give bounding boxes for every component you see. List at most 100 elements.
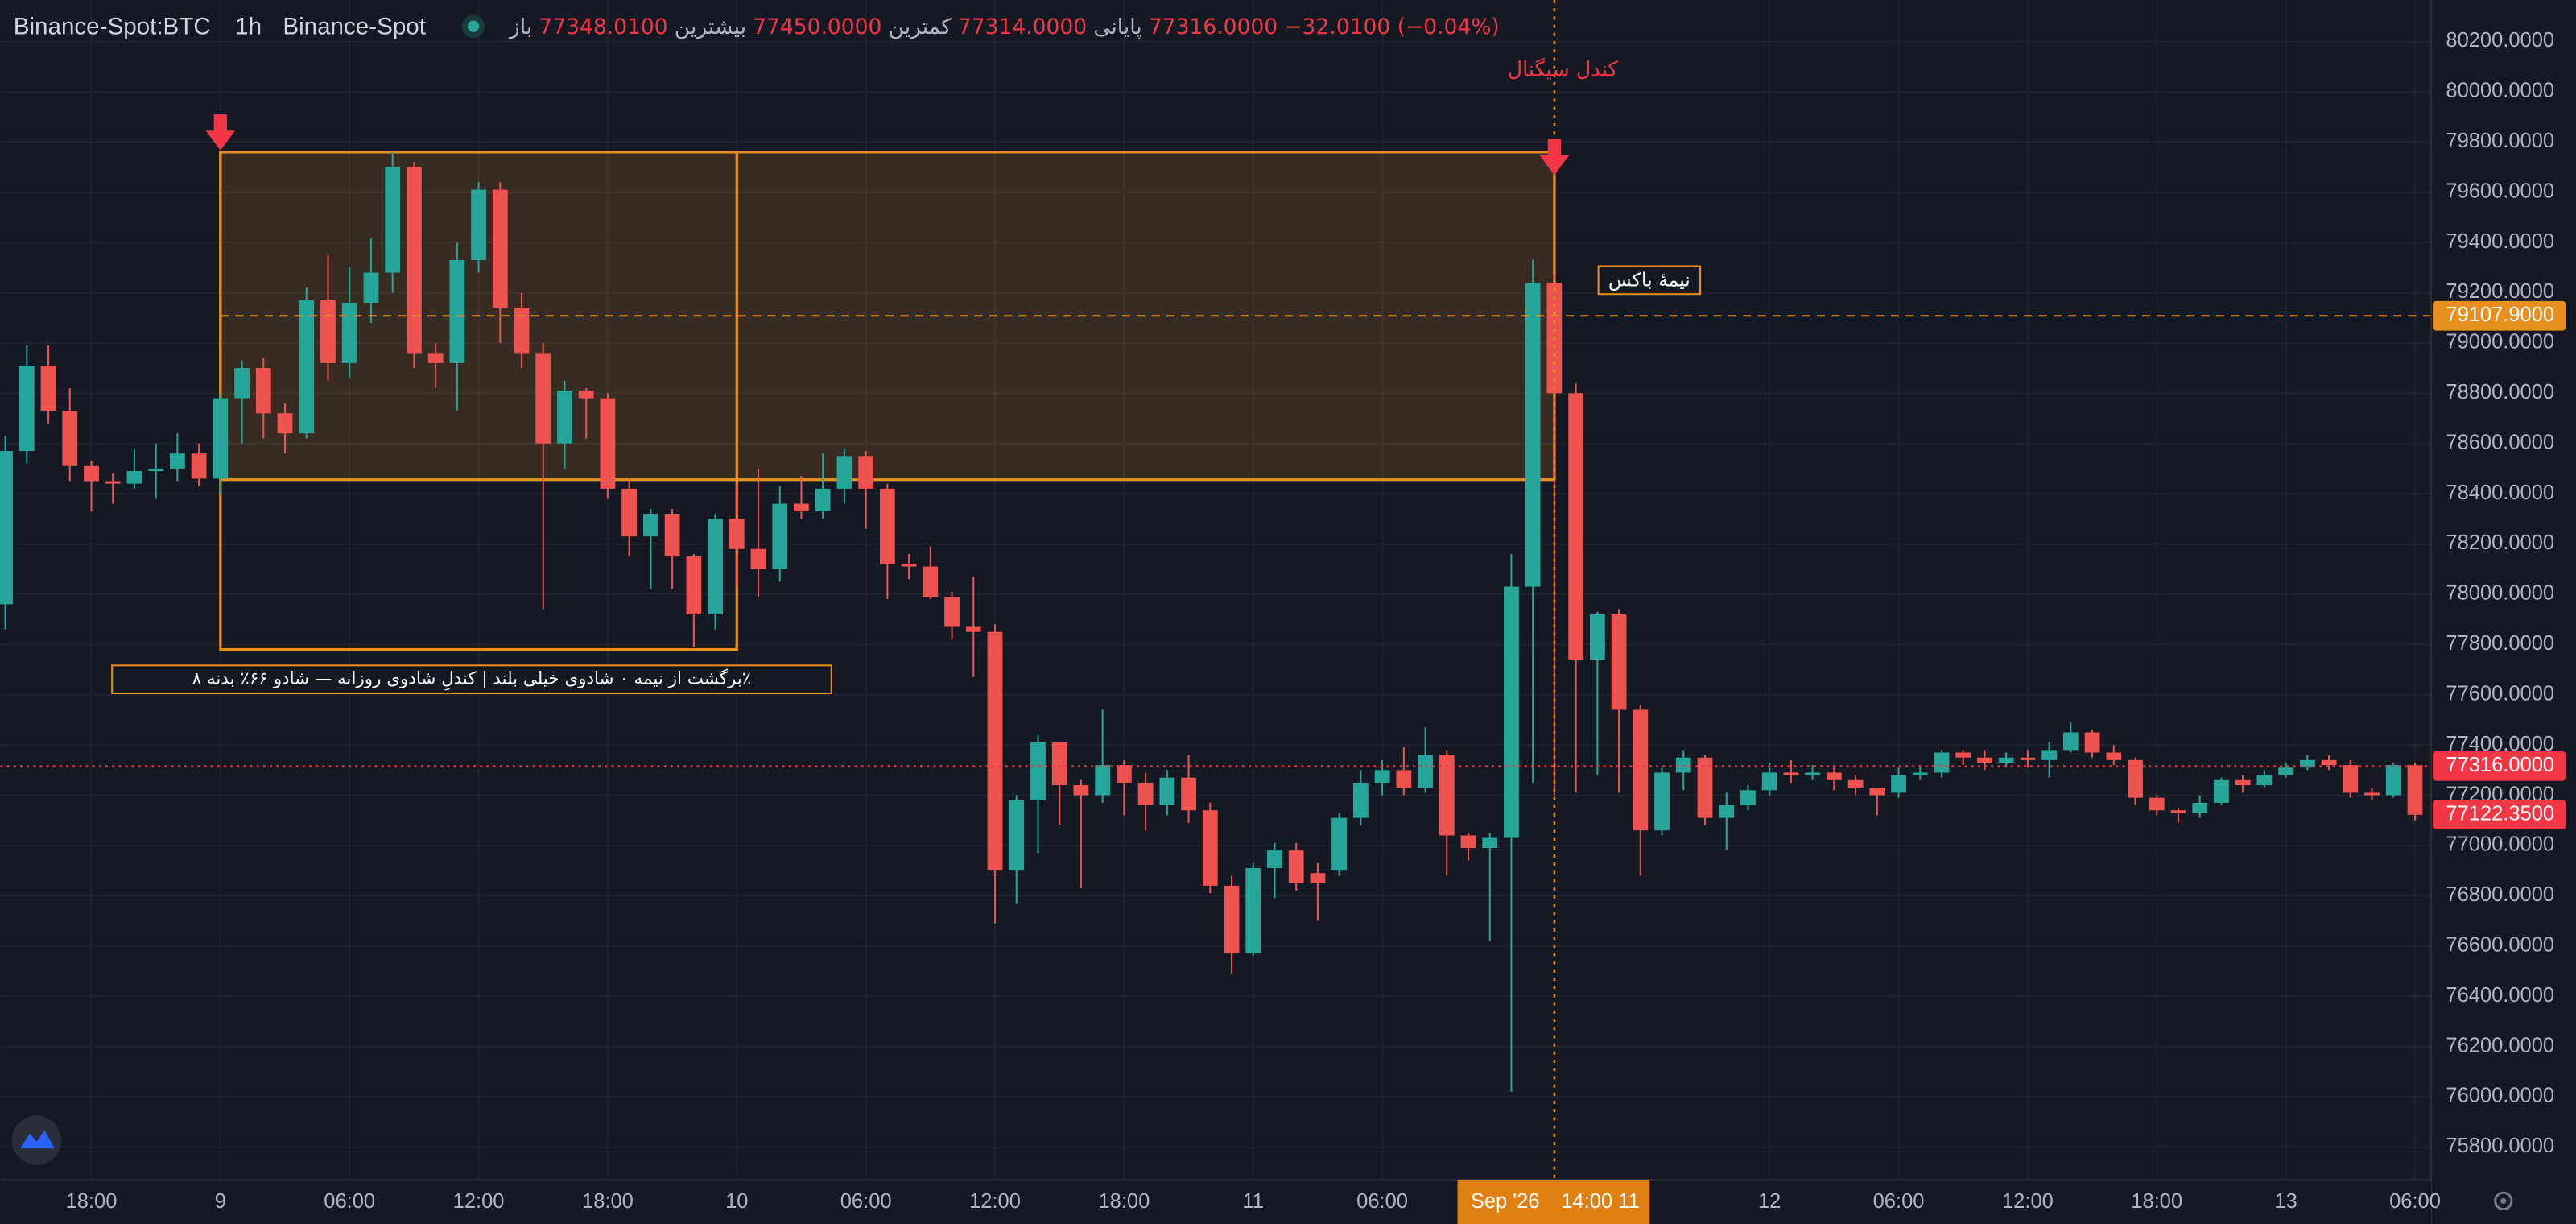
- candle-body: [1439, 755, 1455, 836]
- candle-body: [341, 302, 357, 363]
- candle-body: [2214, 779, 2229, 803]
- candle-body: [772, 503, 788, 569]
- candle-body: [2364, 792, 2380, 796]
- candle-body: [1805, 772, 1821, 775]
- candle-body: [2041, 750, 2058, 760]
- candle-body: [1912, 772, 1928, 775]
- candle-body: [213, 398, 229, 479]
- x-tick-label: 06:00: [840, 1190, 892, 1213]
- y-tick-label: 78800.0000: [2446, 381, 2554, 403]
- candle-body: [1568, 393, 1584, 660]
- candle-body: [2256, 775, 2273, 786]
- candle-body: [858, 456, 874, 489]
- candle-body: [642, 514, 658, 537]
- candle-body: [664, 514, 680, 557]
- candle-body: [2084, 732, 2100, 753]
- candle-body: [1137, 782, 1154, 806]
- candle-body: [1869, 788, 1885, 796]
- candle-body: [1977, 757, 1992, 763]
- box-mid-label: نیمهٔ باکس: [1608, 268, 1690, 291]
- candle-body: [1396, 770, 1412, 788]
- y-tick-label: 78400.0000: [2446, 482, 2554, 504]
- crosshair-time-bg: [1457, 1179, 1650, 1224]
- status-dot: [467, 20, 480, 32]
- candle-body: [1998, 757, 2014, 763]
- candle-body: [1955, 752, 1971, 758]
- y-tick-label: 76000.0000: [2446, 1085, 2554, 1107]
- candle-body: [40, 365, 56, 411]
- candle-body: [2020, 757, 2036, 760]
- y-tick-label: 79600.0000: [2446, 180, 2554, 202]
- candle-body: [2062, 732, 2079, 751]
- ohlc-label: پایانی: [1093, 14, 1141, 39]
- candle-body: [2385, 765, 2401, 796]
- x-tick-label: 18:00: [582, 1190, 634, 1213]
- plot: کندل سیگنال نیمهٔ باکس ٪برگشت از نیمه ۰ شا…: [0, 0, 2432, 1180]
- candle-body: [1525, 283, 1541, 587]
- candle-body: [1675, 757, 1691, 773]
- candle-body: [729, 519, 745, 549]
- x-tick-label: 18:00: [66, 1190, 118, 1213]
- box-mid-label-frame: [1597, 265, 1702, 296]
- candle-body: [170, 453, 185, 469]
- candle-body: [1181, 777, 1196, 811]
- candle-body: [255, 368, 271, 414]
- candle-body: [427, 353, 444, 363]
- candle-body: [363, 272, 379, 303]
- candle-body: [1267, 850, 1282, 869]
- x-tick-label: 11: [1242, 1190, 1263, 1213]
- candle-body: [535, 353, 551, 444]
- candle-body: [407, 167, 422, 354]
- logo-icon: [19, 1130, 55, 1149]
- candle-body: [987, 631, 1003, 871]
- crosshair-time: 14:00 11: [1561, 1190, 1639, 1213]
- box-mid-tag-bg: [2433, 300, 2566, 331]
- x-tick-label: 06:00: [2389, 1190, 2441, 1213]
- x-tick-label: 06:00: [1356, 1190, 1408, 1213]
- y-tick-label: 77000.0000: [2446, 833, 2554, 856]
- exchange: Binance-Spot: [283, 13, 426, 39]
- candle-body: [2235, 779, 2251, 786]
- signal-arrow: [1539, 139, 1570, 176]
- x-tick-label: 18:00: [1098, 1190, 1150, 1213]
- candle-body: [105, 481, 121, 484]
- candle-body: [1611, 614, 1627, 710]
- candle-body: [944, 597, 960, 627]
- candle-body: [708, 519, 723, 614]
- candle-body: [879, 488, 895, 564]
- candle-body: [471, 189, 486, 260]
- candle-body: [277, 413, 293, 434]
- candle-body: [2170, 810, 2186, 813]
- signal-arrow: [205, 114, 236, 151]
- settings-button[interactable]: [2494, 1191, 2513, 1211]
- candle-body: [1051, 742, 1067, 786]
- y-tick-label: 80200.0000: [2446, 29, 2554, 52]
- x-tick-label: 12:00: [453, 1190, 505, 1213]
- candle-body: [62, 411, 78, 466]
- y-tick-label: 78000.0000: [2446, 582, 2554, 605]
- candle-body: [1934, 752, 1950, 773]
- candle-body: [794, 503, 809, 511]
- ohlc-value: 77316.0000: [1149, 14, 1278, 39]
- x-tick-label: 13: [2274, 1190, 2297, 1213]
- candle-body: [1460, 835, 1476, 849]
- last-price-tag: 77122.3500: [2446, 802, 2554, 825]
- y-tick-label: 78600.0000: [2446, 431, 2554, 453]
- y-tick-label: 77600.0000: [2446, 682, 2554, 705]
- candle-body: [578, 391, 594, 399]
- range-box-label-frame: [111, 664, 832, 695]
- candle-body: [2149, 797, 2165, 811]
- candle-body: [148, 468, 164, 472]
- ohlc-label: باز: [508, 14, 532, 39]
- candle-body: [2299, 759, 2315, 768]
- x-tick-label: 06:00: [324, 1190, 375, 1213]
- time-axis-bg: [0, 1181, 2432, 1224]
- x-tick-label: 06:00: [1873, 1190, 1925, 1213]
- candle-body: [1352, 782, 1368, 818]
- candle-body: [1009, 800, 1025, 871]
- candle-body: [557, 391, 572, 444]
- logo[interactable]: [11, 1115, 61, 1165]
- y-tick-label: 79800.0000: [2446, 130, 2554, 152]
